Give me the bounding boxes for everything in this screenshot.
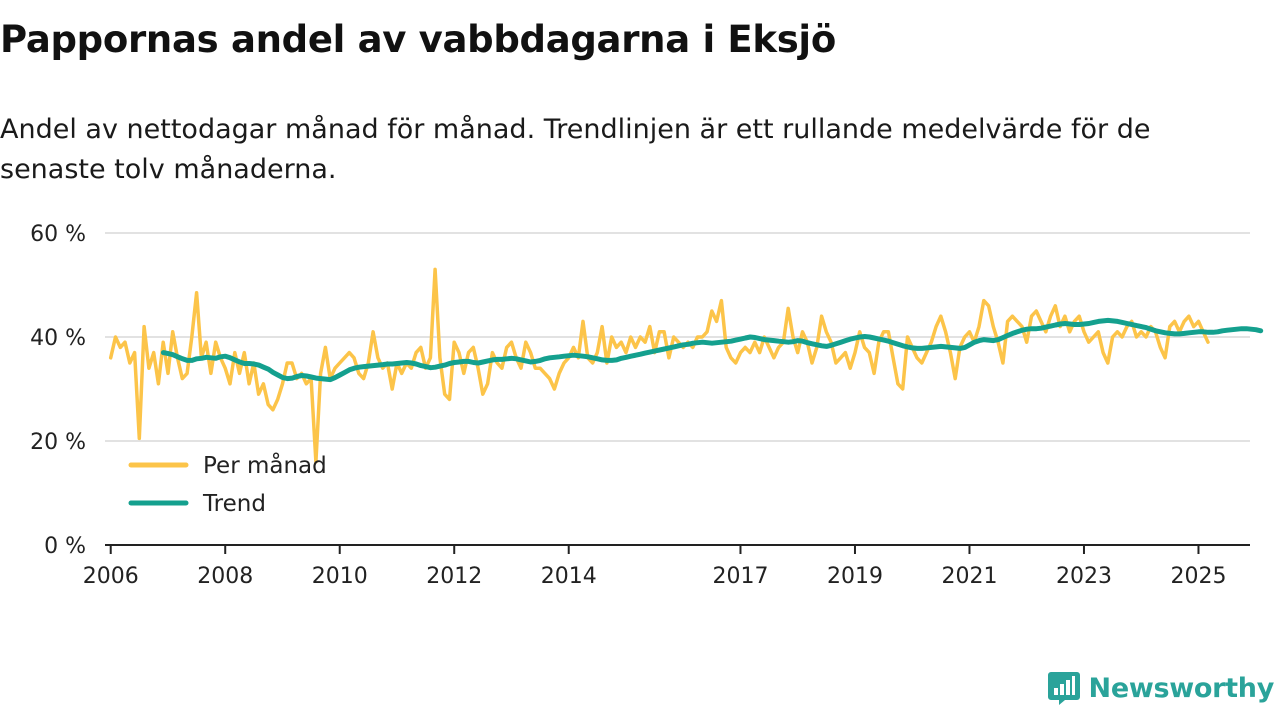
x-tick-label: 2008 (197, 564, 253, 589)
chart-subtitle: Andel av nettodagar månad för månad. Tre… (0, 114, 1151, 185)
x-tick-label: 2025 (1170, 564, 1226, 589)
line-chart: 0 % 20 % 40 % 60 % 2006 2008 2010 2012 2014 2017… (30, 222, 1264, 589)
legend-label-per-manad: Per månad (203, 451, 327, 479)
legend-label-trend: Trend (202, 491, 266, 517)
newsworthy-brand: Newsworthy (1047, 670, 1274, 706)
x-tick-label: 2006 (83, 564, 139, 589)
x-tick-label: 2019 (827, 564, 883, 589)
x-tick-label: 2012 (426, 564, 482, 589)
x-axis: 2006 2008 2010 2012 2014 2017 2019 2021 2023 2025 (83, 544, 1250, 589)
x-tick-label: 2023 (1056, 564, 1112, 589)
x-tick-label: 2014 (541, 564, 597, 589)
legend: Per månad Trend (128, 451, 327, 517)
series-line-per-manad (108, 267, 1210, 464)
y-tick-label: 20 % (30, 430, 86, 455)
series-lines (108, 267, 1264, 464)
x-tick-label: 2021 (941, 564, 997, 589)
chart-title: Pappornas andel av vabbdagarna i Eksjö (0, 18, 836, 61)
y-tick-label: 40 % (30, 326, 86, 351)
x-tick-label: 2017 (712, 564, 768, 589)
series-line-trend (160, 317, 1264, 383)
newsworthy-logo-icon (1047, 672, 1080, 705)
y-gridlines (105, 232, 1250, 442)
x-tick-label: 2010 (312, 564, 368, 589)
y-tick-label: 0 % (44, 534, 86, 559)
brand-name: Newsworthy (1088, 672, 1275, 704)
y-tick-labels: 0 % 20 % 40 % 60 % (30, 222, 86, 559)
y-tick-label: 60 % (30, 222, 86, 247)
